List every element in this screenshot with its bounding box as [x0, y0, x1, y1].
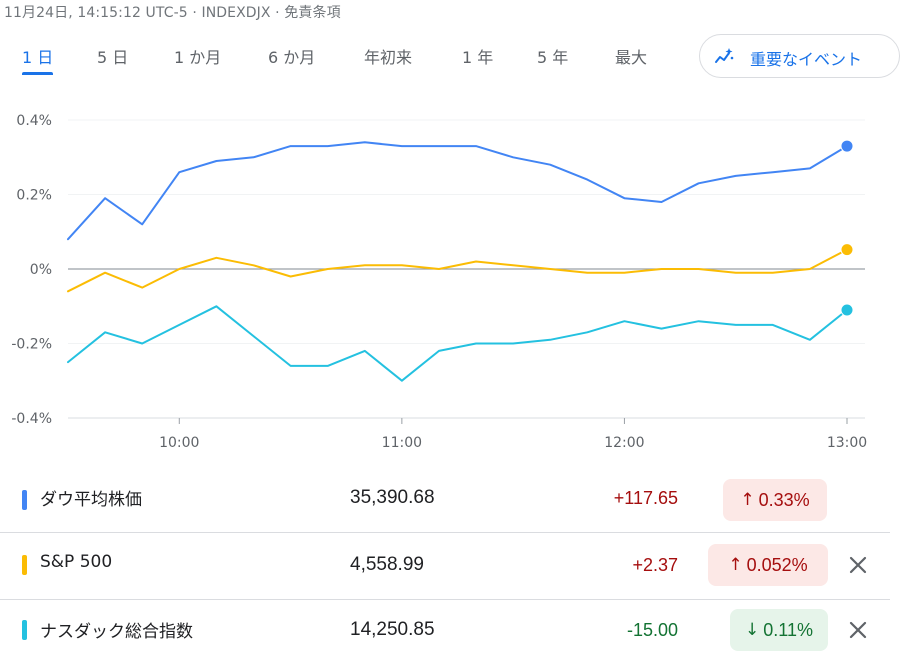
percent-change-value: 0.052% [746, 554, 808, 575]
row-divider [0, 599, 890, 600]
index-change: -15.00 [626, 620, 678, 640]
y-axis: 0.4% 0.2% 0% -0.2% -0.4% [11, 113, 52, 427]
trending-sparkle-icon [715, 48, 734, 63]
percent-change-badge: ↓ 0.11% [730, 609, 828, 651]
arrow-down-icon: ↓ [745, 620, 760, 640]
index-comparison-chart[interactable]: 0.4% 0.2% 0% -0.2% -0.4% 10:00 11:00 12:00 13:0… [0, 100, 910, 460]
tab-1-day[interactable]: 1 日 [22, 44, 54, 75]
arrow-up-icon: ↑ [740, 490, 755, 510]
tab-5-days[interactable]: 5 日 [97, 48, 129, 67]
series-color-swatch [22, 490, 27, 510]
key-events-label: 重要なイベント [750, 50, 863, 69]
chart-grid [68, 119, 865, 419]
y-tick-label: 0.2% [16, 188, 52, 204]
percent-change-badge: ↑ 0.33% [723, 479, 827, 521]
end-marker-nasdaq [840, 303, 854, 317]
quote-row-sp500[interactable]: S&P 500 4,558.99 +2.37 ↑ 0.052% [0, 533, 890, 599]
end-marker-sp500 [840, 243, 854, 257]
series-line-sp500 [67, 248, 848, 293]
index-change: +117.65 [613, 488, 678, 508]
percent-change-badge: ↑ 0.052% [708, 544, 828, 586]
disclaimer-link[interactable]: 免責条項 [284, 5, 341, 21]
arrow-up-icon: ↑ [728, 555, 743, 575]
index-change: +2.37 [632, 555, 678, 575]
y-tick-label: -0.2% [11, 337, 52, 353]
remove-comparison-close-icon[interactable] [846, 553, 870, 577]
tab-max[interactable]: 最大 [615, 48, 648, 67]
tab-1-year[interactable]: 1 年 [462, 48, 494, 67]
row-divider [0, 532, 890, 533]
series-color-swatch [22, 620, 27, 640]
series-color-swatch [22, 555, 27, 575]
remove-comparison-close-icon[interactable] [846, 618, 870, 642]
chart-header: 11月24日, 14:15:12 UTC-5 · INDEXDJX · 免責条項 [4, 2, 341, 22]
quote-row-dow[interactable]: ダウ平均株価 35,390.68 +117.65 ↑ 0.33% [0, 466, 890, 532]
separator: · [275, 5, 280, 21]
x-tick-label: 11:00 [382, 435, 422, 451]
percent-change-value: 0.33% [758, 489, 810, 510]
index-price: 35,390.68 [350, 487, 435, 508]
index-price: 14,250.85 [350, 619, 435, 640]
percent-change-value: 0.11% [763, 619, 813, 640]
index-name: ダウ平均株価 [40, 490, 142, 510]
chart-end-markers [840, 139, 854, 317]
timestamp: 11月24日, 14:15:12 UTC-5 [4, 5, 188, 21]
index-name: S&P 500 [40, 552, 113, 572]
series-line-nasdaq [67, 305, 848, 382]
tab-1-month[interactable]: 1 か月 [174, 48, 222, 67]
y-tick-label: -0.4% [11, 411, 52, 427]
ticker-symbol: INDEXDJX [201, 5, 271, 21]
x-axis: 10:00 11:00 12:00 13:00 [159, 418, 867, 451]
key-events-button[interactable]: 重要なイベント [699, 34, 900, 78]
tab-ytd[interactable]: 年初来 [364, 48, 413, 67]
tab-5-years[interactable]: 5 年 [537, 48, 569, 67]
index-name: ナスダック総合指数 [40, 622, 193, 642]
separator: · [192, 5, 197, 21]
tab-6-months[interactable]: 6 か月 [268, 48, 316, 67]
x-tick-label: 13:00 [827, 435, 867, 451]
y-tick-label: 0.4% [16, 113, 52, 129]
x-tick-label: 10:00 [159, 435, 199, 451]
chart-series [67, 141, 848, 382]
series-line-dow [67, 141, 848, 241]
index-price: 4,558.99 [350, 554, 424, 575]
quote-row-nasdaq[interactable]: ナスダック総合指数 14,250.85 -15.00 ↓ 0.11% [0, 600, 890, 663]
end-marker-dow [840, 139, 854, 153]
y-tick-label: 0% [30, 262, 52, 278]
x-tick-label: 12:00 [604, 435, 644, 451]
